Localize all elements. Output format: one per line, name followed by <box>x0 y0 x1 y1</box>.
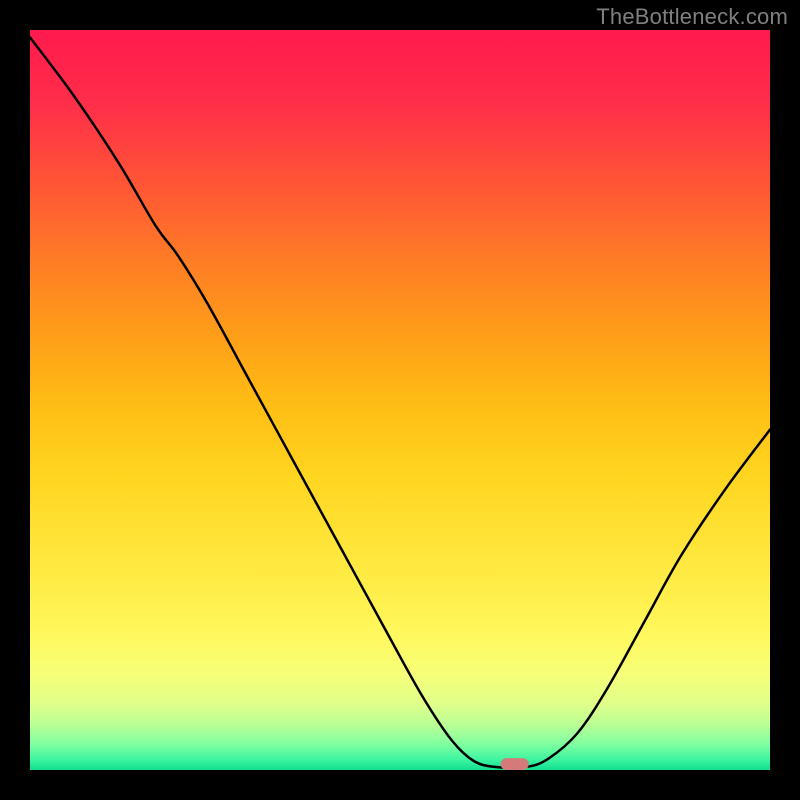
optimal-marker <box>501 758 529 770</box>
chart-container: TheBottleneck.com <box>0 0 800 800</box>
bottleneck-chart <box>0 0 800 800</box>
watermark-text: TheBottleneck.com <box>596 4 788 30</box>
